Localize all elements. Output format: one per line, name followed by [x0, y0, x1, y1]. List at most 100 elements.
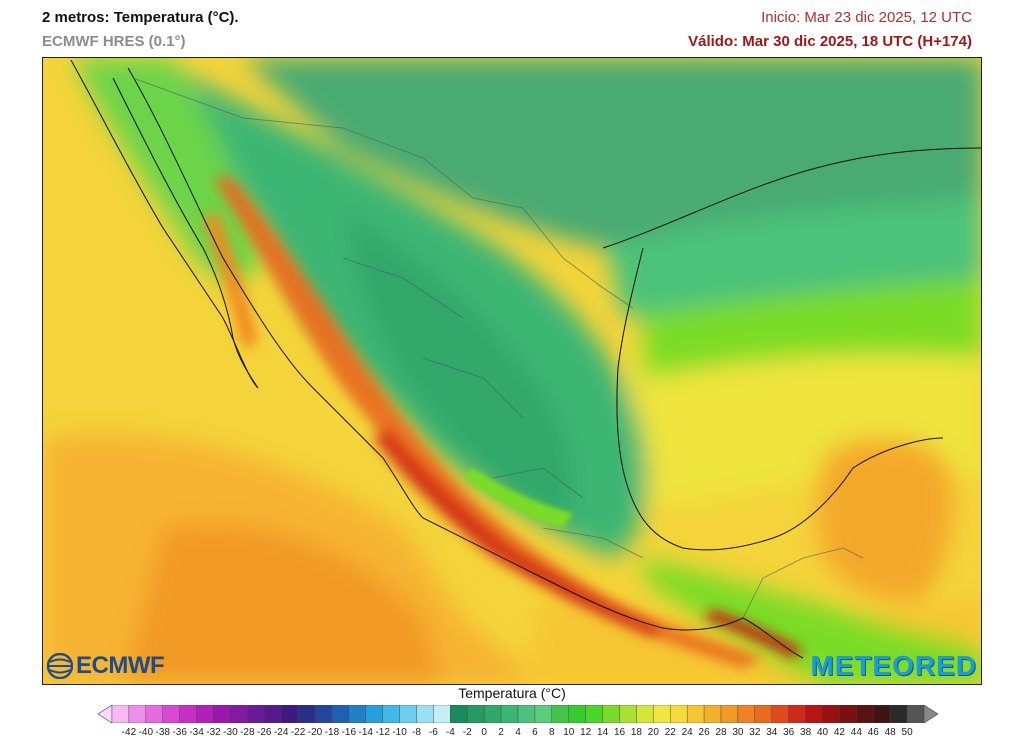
meteored-logo: METEORED: [810, 650, 977, 681]
legend-title: Temperatura (°C): [458, 685, 566, 701]
legend-swatch: [517, 705, 536, 723]
legend-swatch: [280, 705, 299, 723]
legend-swatch: [314, 705, 333, 723]
coastlines: [70, 59, 981, 659]
legend-tick-label: -22: [290, 727, 306, 738]
legend-tick-label: -32: [206, 727, 221, 738]
border-states: [342, 257, 644, 559]
legend-swatch: [247, 705, 265, 723]
border-us-mexico: [132, 77, 634, 309]
legend-tick-label: 38: [800, 727, 812, 738]
legend-tick-label: 12: [580, 727, 592, 738]
legend-swatch: [720, 705, 739, 723]
field-yucatan: [816, 438, 954, 601]
legend-swatch: [230, 705, 248, 723]
legend-swatch: [619, 705, 637, 723]
legend-swatch: [585, 705, 603, 723]
legend-tick-label: -28: [240, 727, 255, 738]
legend-tick-label: 46: [867, 727, 879, 738]
legend-swatch: [636, 705, 654, 723]
legend-swatch: [906, 705, 925, 723]
field-baja-warm: [203, 213, 258, 348]
legend-tick-label: 42: [833, 727, 845, 738]
legend-swatch: [433, 705, 451, 723]
legend-swatch: [788, 705, 806, 723]
legend-tick-label: 44: [850, 727, 862, 738]
legend-swatch: [822, 705, 840, 723]
field-highland-light: [463, 468, 573, 528]
legend-tick-label: 14: [597, 727, 609, 738]
legend-swatch: [331, 705, 350, 723]
legend-swatch-min: [98, 705, 113, 723]
legend-tick-label: 8: [549, 727, 555, 738]
legend-swatch: [162, 705, 180, 723]
legend-swatch: [111, 705, 130, 723]
legend-swatch: [145, 705, 163, 723]
valid-time: Válido: Mar 30 dic 2025, 18 UTC (H+174): [688, 33, 972, 50]
legend-swatch: [771, 705, 789, 723]
field-chiapas-red: [703, 610, 803, 658]
legend-swatch: [534, 705, 553, 723]
legend-swatch: [483, 705, 502, 723]
legend-tick-label: 16: [613, 727, 626, 738]
legend-tick-label: 22: [664, 727, 676, 738]
legend-tick-label: 32: [749, 727, 761, 738]
legend-swatch: [551, 705, 569, 723]
legend-tick-label: 30: [732, 727, 744, 738]
legend-tick-label: -20: [307, 727, 323, 738]
color-legend-bar: [98, 705, 938, 723]
legend-swatch: [348, 705, 366, 723]
map-title: 2 metros: Temperatura (°C).: [42, 9, 239, 26]
legend-swatch: [737, 705, 756, 723]
legend-swatch: [703, 705, 722, 723]
legend-swatch: [297, 705, 316, 723]
legend-swatch: [602, 705, 620, 723]
legend-swatch: [686, 705, 705, 723]
ecmwf-globe-icon: [47, 653, 73, 679]
legend-swatch: [754, 705, 772, 723]
legend-tick-label: -4: [445, 727, 455, 738]
legend-swatch: [179, 705, 197, 723]
coast-baja-west: [70, 59, 259, 389]
legend-swatch-max: [923, 705, 938, 723]
legend-tick-label: -8: [412, 727, 421, 738]
legend-tick-label: 10: [563, 727, 575, 738]
legend-tick-label: -26: [257, 727, 272, 738]
field-north-usa: [243, 58, 981, 248]
temperature-map: ECMWF METEORED: [42, 57, 982, 685]
legend-tick-label: 26: [698, 727, 710, 738]
legend-swatch: [399, 705, 417, 723]
legend-tick-label: -12: [375, 727, 390, 738]
legend-swatch: [856, 705, 874, 723]
legend-tick-label: -2: [462, 727, 472, 738]
legend-swatch: [213, 705, 231, 723]
legend-swatch: [382, 705, 400, 723]
legend-tick-label: 24: [681, 727, 693, 738]
border-guatemala: [742, 547, 864, 619]
borders: [132, 77, 864, 619]
legend-tick-label: -42: [121, 727, 137, 738]
legend-tick-label: 6: [532, 727, 538, 738]
legend-tick-label: 28: [715, 727, 727, 738]
legend-tick-label: -34: [189, 727, 204, 738]
legend-ticks: -42 -40 -38 -36 -34 -32 -30 -28 -26 -24 -22 -20 -18-…: [98, 727, 938, 741]
legend-tick-label: -14: [358, 727, 373, 738]
legend-swatch: [450, 705, 468, 723]
legend-tick-label: 50: [901, 727, 913, 738]
legend-tick-label: -30: [223, 727, 238, 738]
legend-tick-label: -16: [341, 727, 357, 738]
legend-tick-label: 34: [766, 727, 778, 738]
field-pacific-deep-orange: [123, 523, 443, 684]
init-time: Inicio: Mar 23 dic 2025, 12 UTC: [761, 9, 972, 26]
legend-swatch: [805, 705, 823, 723]
legend-tick-label: 18: [630, 727, 642, 738]
legend-swatch: [264, 705, 282, 723]
legend-tick-label: -36: [172, 727, 187, 738]
ecmwf-logo-text: ECMWF: [76, 652, 165, 679]
legend-tick-label: 20: [647, 727, 659, 738]
legend-swatch: [128, 705, 147, 723]
legend-tick-label: -24: [273, 727, 289, 738]
legend-swatch: [839, 705, 857, 723]
model-label: ECMWF HRES (0.1°): [42, 33, 186, 50]
coast-texas-louisiana: [602, 147, 981, 249]
